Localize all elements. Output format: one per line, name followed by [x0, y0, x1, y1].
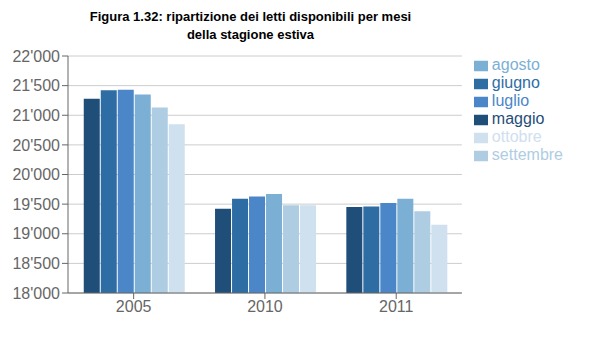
html-text:settembre: settembre — [491, 146, 563, 163]
svg-text:22'000: 22'000 — [12, 48, 60, 65]
svg-text:19'000: 19'000 — [12, 225, 60, 242]
html-text:luglio: luglio — [491, 92, 530, 109]
svg-text:20'000: 20'000 — [12, 166, 60, 183]
svg-text:2010: 2010 — [247, 298, 283, 315]
svg-text:20'500: 20'500 — [12, 137, 60, 154]
svg-text:21'000: 21'000 — [12, 107, 60, 124]
svg-text:2011: 2011 — [379, 298, 414, 315]
html-text:agosto: agosto — [491, 56, 540, 73]
svg-text:18'500: 18'500 — [12, 255, 60, 272]
svg-text:18'000: 18'000 — [12, 285, 60, 302]
html-text:maggio: maggio — [491, 110, 545, 127]
html-text:Figura 1.32: ripartizione dei: Figura 1.32: ripartizione dei letti disp… — [89, 9, 412, 42]
html-text:ottobre: ottobre — [491, 128, 542, 145]
svg-text:2005: 2005 — [116, 298, 152, 315]
html-text:giugno: giugno — [491, 74, 540, 91]
svg-text:21'500: 21'500 — [12, 77, 60, 94]
svg-text:19'500: 19'500 — [12, 196, 60, 213]
